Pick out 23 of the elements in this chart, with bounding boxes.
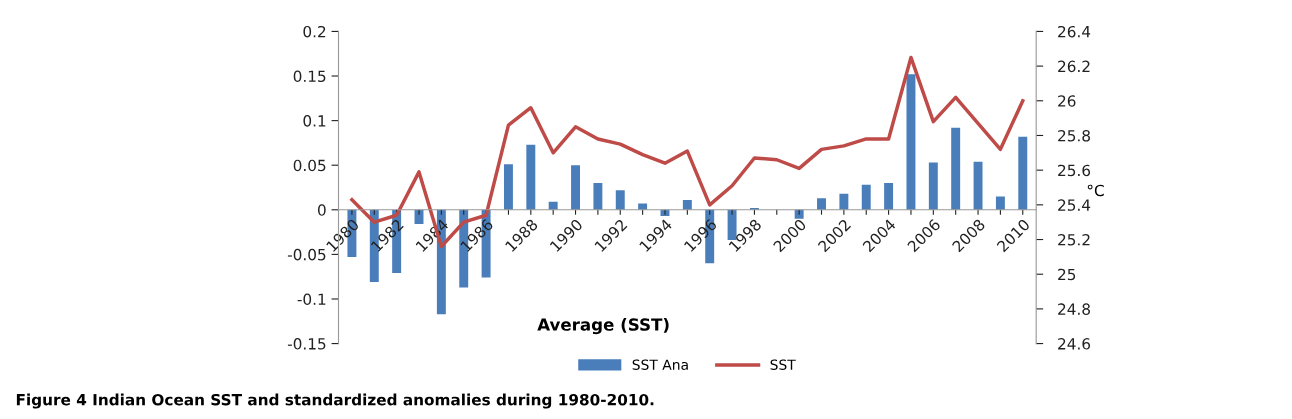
- y2-tick-label: 24.8: [1058, 303, 1090, 315]
- y-tick-label: 0.1: [303, 115, 326, 127]
- caption: Figure 4 Indian Ocean SST and standardized anomalies during 1980-2010.: [16, 393, 654, 409]
- y-tick-label: -0.1: [297, 293, 326, 306]
- y-tick-label: -0.15: [287, 338, 326, 350]
- y2-tick-label: 25.6: [1058, 164, 1091, 177]
- y-tick-label: -0.05: [287, 248, 326, 261]
- y2-tick-label: 26.4: [1058, 25, 1091, 38]
- y2-tick-label: 26.2: [1058, 60, 1090, 73]
- legend-label: SST Ana: [632, 359, 688, 370]
- y-tick-label: 0.2: [303, 25, 326, 38]
- legend-label: SST: [770, 359, 796, 370]
- x-axis-title: Average (SST): [537, 317, 669, 335]
- y-tick-label: 0.05: [293, 159, 326, 172]
- y2-axis-title: °C: [1087, 184, 1104, 197]
- y2-tick-label: 25.4: [1058, 199, 1091, 211]
- y-tick-label: 0.15: [293, 70, 326, 83]
- y2-tick-label: 25: [1058, 268, 1076, 281]
- y2-tick-label: 24.6: [1058, 338, 1091, 350]
- y-tick-label: 0: [317, 204, 326, 216]
- y2-tick-label: 25.2: [1058, 233, 1090, 246]
- y2-tick-label: 25.8: [1058, 129, 1090, 142]
- y2-tick-label: 26: [1058, 95, 1076, 107]
